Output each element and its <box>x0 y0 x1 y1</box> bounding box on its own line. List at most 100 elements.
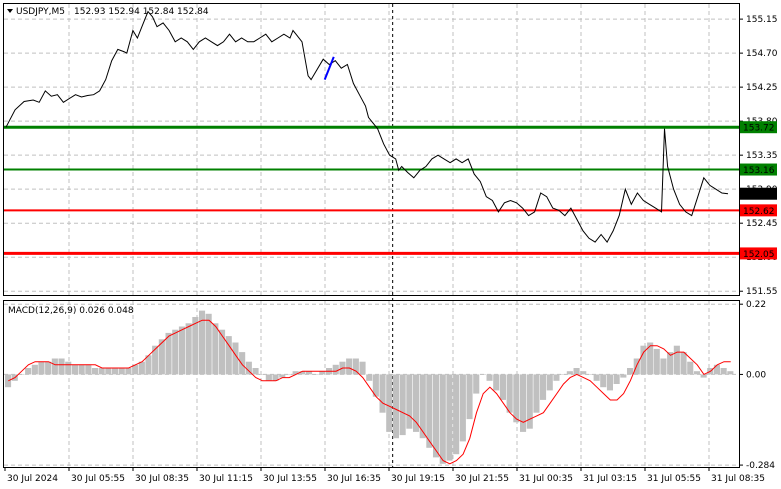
histogram-bar <box>533 374 540 413</box>
price-tag-box <box>740 204 777 217</box>
histogram-bar <box>479 374 486 375</box>
histogram-bar <box>506 374 513 413</box>
histogram-bar <box>600 374 607 388</box>
histogram-bar <box>332 364 339 375</box>
histogram-bar <box>540 374 547 400</box>
macd-tick-label: 0.00 <box>746 370 766 380</box>
histogram-bar <box>680 352 687 375</box>
histogram-bar <box>486 374 493 381</box>
histogram-bar <box>65 361 72 375</box>
histogram-bar <box>433 374 440 458</box>
histogram-bar <box>560 374 567 375</box>
histogram-bar <box>546 374 553 391</box>
price-tag-label: 152.05 <box>743 250 775 260</box>
price-tag-box <box>740 247 777 260</box>
histogram-bar <box>178 326 185 375</box>
histogram-bar <box>593 374 600 381</box>
histogram-bar <box>640 345 647 375</box>
x-tick-label: 30 Jul 13:55 <box>263 474 317 484</box>
histogram-bar <box>38 361 45 375</box>
histogram-bar <box>459 374 466 442</box>
symbol-label: USDJPY,M5 <box>16 7 65 17</box>
macd-tick-label: -0.284 <box>746 461 775 471</box>
x-tick-label: 30 Jul 2024 <box>7 474 58 484</box>
histogram-bar <box>493 374 500 391</box>
macd-tick-label: 0.22 <box>746 300 766 310</box>
level-price-tags: 153.72 153.16 152.62 152.05 152.84 <box>740 121 777 260</box>
histogram-bar <box>406 374 413 429</box>
histogram-bar <box>85 364 92 375</box>
histogram-bar <box>78 364 85 375</box>
histogram-bar <box>566 371 573 375</box>
histogram-bar <box>613 374 620 384</box>
histogram-bar <box>125 368 132 375</box>
histogram-bar <box>627 368 634 375</box>
time-axis: 30 Jul 2024 30 Jul 05:55 30 Jul 08:35 30 Ju… <box>4 467 765 484</box>
histogram-bar <box>372 374 379 397</box>
histogram-bar <box>319 371 326 375</box>
x-tick-label: 30 Jul 19:15 <box>391 474 445 484</box>
histogram-bar <box>580 371 587 375</box>
histogram-bar <box>219 329 226 375</box>
histogram-bar <box>158 339 165 375</box>
histogram-bar <box>192 317 199 375</box>
histogram-bar <box>647 342 654 375</box>
histogram-bar <box>526 374 533 429</box>
histogram-bar <box>453 374 460 455</box>
price-tag-label: 152.84 <box>743 190 775 200</box>
main-panel-frame <box>3 3 740 296</box>
histogram-bar <box>225 336 232 375</box>
macd-signal-line <box>8 319 731 465</box>
x-tick-label: 30 Jul 21:55 <box>455 474 509 484</box>
histogram-bar <box>306 371 313 375</box>
histogram-bar <box>586 374 593 375</box>
histogram-bar <box>152 345 159 375</box>
histogram-bar <box>5 374 12 388</box>
histogram-bar <box>58 358 65 375</box>
histogram-bar <box>573 368 580 375</box>
histogram-bar <box>25 368 32 375</box>
histogram-bar <box>473 374 480 394</box>
histogram-bar <box>112 368 119 375</box>
histogram-bar <box>105 368 112 375</box>
x-tick-label: 30 Jul 11:15 <box>199 474 253 484</box>
histogram-bar <box>185 323 192 375</box>
histogram-bar <box>232 342 239 375</box>
histogram-bar <box>660 358 667 375</box>
x-tick-label: 31 Jul 00:35 <box>519 474 573 484</box>
x-tick-label: 30 Jul 16:35 <box>327 474 381 484</box>
histogram-bar <box>259 374 266 375</box>
histogram-bar <box>693 371 700 375</box>
price-tag-box <box>740 121 777 134</box>
histogram-bar <box>18 374 25 375</box>
macd-label: MACD(12,26,9) 0.026 0.048 <box>8 306 134 316</box>
histogram-bar <box>165 332 172 375</box>
histogram-bar <box>212 323 219 375</box>
histogram-bar <box>426 374 433 448</box>
x-tick-label: 31 Jul 03:15 <box>583 474 637 484</box>
histogram-bar <box>138 361 145 375</box>
histogram-bar <box>285 374 292 375</box>
histogram-bar <box>366 374 373 381</box>
histogram-bar <box>71 364 78 375</box>
price-line <box>5 10 729 244</box>
histogram-bar <box>272 374 279 381</box>
y-tick-label: 154.70 <box>746 49 778 59</box>
histogram-bar <box>713 364 720 375</box>
symbol-dropdown-icon[interactable] <box>7 9 13 13</box>
histogram-bar <box>265 374 272 381</box>
price-tag-label: 153.72 <box>743 124 775 134</box>
support-resistance-levels <box>4 125 739 255</box>
histogram-bar <box>553 374 560 381</box>
histogram-bar <box>653 348 660 375</box>
price-series <box>5 10 729 244</box>
price-tag-label: 153.16 <box>743 166 775 176</box>
histogram-bar <box>145 355 152 375</box>
histogram-bar <box>199 310 206 375</box>
histogram-bar <box>727 371 734 375</box>
histogram-bar <box>673 345 680 375</box>
histogram-bar <box>687 361 694 375</box>
histogram-bar <box>466 374 473 420</box>
histogram-bar <box>245 361 252 375</box>
